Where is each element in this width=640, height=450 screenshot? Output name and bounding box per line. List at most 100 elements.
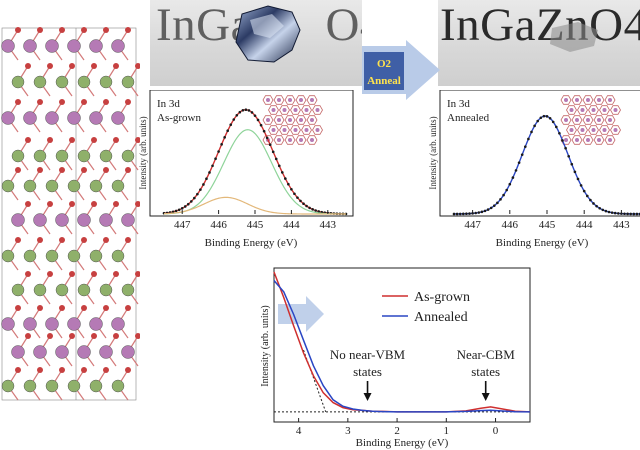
oxygen-atom bbox=[91, 333, 97, 339]
oxygen-atom bbox=[59, 27, 65, 33]
oxygen-atom bbox=[37, 167, 43, 173]
indium-atom bbox=[89, 111, 103, 125]
data-point bbox=[480, 210, 484, 214]
data-point bbox=[576, 177, 580, 181]
indium-atom bbox=[23, 39, 37, 53]
inset-ring bbox=[582, 95, 594, 105]
data-point bbox=[486, 208, 490, 211]
inset-atom bbox=[315, 128, 320, 132]
gallium-atom bbox=[111, 179, 125, 193]
oxygen-atom bbox=[47, 271, 53, 277]
indium-atom bbox=[67, 317, 81, 331]
oxygen-atom bbox=[47, 333, 53, 339]
inset-ring bbox=[571, 95, 583, 105]
chart-title-line1: In 3d bbox=[157, 98, 180, 110]
gallium-atom bbox=[77, 75, 91, 89]
inset-ring bbox=[301, 105, 312, 115]
gallium-atom bbox=[1, 179, 15, 193]
data-point bbox=[502, 193, 505, 197]
oxygen-atom bbox=[59, 305, 65, 311]
inset-atom bbox=[564, 118, 568, 122]
inset-atom bbox=[299, 118, 303, 122]
indium-atom bbox=[89, 317, 103, 331]
inset-atom bbox=[564, 98, 568, 102]
gallium-atom bbox=[121, 75, 135, 89]
oxygen-atom bbox=[81, 99, 87, 105]
inset-atom bbox=[564, 138, 568, 142]
indium-atom bbox=[77, 345, 91, 359]
data-point bbox=[458, 212, 462, 216]
inset-ring bbox=[566, 105, 577, 115]
gallium-atom bbox=[33, 283, 47, 297]
structure-inset bbox=[262, 95, 323, 145]
data-point bbox=[193, 196, 196, 200]
inset-atom bbox=[569, 108, 574, 112]
gallium-atom bbox=[77, 149, 91, 163]
indium-atom bbox=[33, 213, 47, 227]
gallium-atom bbox=[99, 75, 113, 89]
oxygen-atom bbox=[125, 27, 131, 33]
data-point bbox=[567, 154, 570, 158]
inset-ring bbox=[273, 135, 285, 145]
inset-atom bbox=[310, 98, 314, 102]
data-point bbox=[229, 123, 233, 127]
oxygen-atom bbox=[113, 63, 119, 69]
data-point bbox=[177, 208, 181, 212]
oxygen-atom bbox=[15, 367, 21, 373]
fit-main-line bbox=[163, 129, 347, 215]
data-point bbox=[489, 206, 493, 210]
oxygen-atom bbox=[103, 367, 109, 373]
data-point bbox=[483, 209, 487, 213]
data-point bbox=[250, 111, 254, 114]
oxygen-atom bbox=[69, 201, 75, 207]
data-point bbox=[474, 211, 477, 215]
gallium-atom bbox=[67, 379, 81, 393]
gallium-atom bbox=[45, 249, 59, 263]
data-point bbox=[281, 171, 284, 174]
oxygen-atom bbox=[91, 63, 97, 69]
y-axis-label: Intensity (arb. units) bbox=[260, 305, 271, 386]
inset-ring bbox=[599, 125, 610, 135]
indium-atom bbox=[89, 39, 103, 53]
inset-atom bbox=[597, 118, 601, 122]
arrow-label-anneal: Anneal bbox=[367, 75, 401, 87]
data-point bbox=[183, 205, 187, 208]
data-point bbox=[455, 212, 459, 216]
inset-atom bbox=[293, 128, 298, 132]
gallium-atom bbox=[23, 249, 37, 263]
oxygen-atom bbox=[37, 99, 43, 105]
oxygen-atom bbox=[25, 333, 31, 339]
indium-atom bbox=[23, 111, 37, 125]
data-point bbox=[589, 198, 592, 202]
data-point bbox=[171, 210, 175, 214]
data-point bbox=[604, 209, 608, 213]
inset-atom bbox=[288, 118, 292, 122]
inset-atom bbox=[282, 108, 287, 112]
inset-atom bbox=[602, 128, 607, 132]
x-tick-label: 0 bbox=[493, 425, 499, 437]
data-point bbox=[635, 212, 639, 216]
data-point bbox=[499, 198, 502, 201]
x-tick-label: 443 bbox=[613, 219, 630, 231]
x-tick-label: 444 bbox=[576, 219, 593, 231]
data-point bbox=[524, 145, 527, 148]
x-axis-label: Binding Energy (eV) bbox=[356, 437, 449, 449]
gallium-atom bbox=[33, 149, 47, 163]
legend: As-grown Annealed bbox=[382, 290, 470, 325]
data-point bbox=[493, 204, 496, 207]
chart-title-line2: As-grown bbox=[157, 112, 201, 124]
inset-ring bbox=[604, 95, 616, 105]
data-point bbox=[235, 114, 239, 117]
oxygen-atom bbox=[103, 305, 109, 311]
inset-atom bbox=[266, 98, 270, 102]
data-point bbox=[253, 114, 257, 117]
oxygen-atom bbox=[37, 27, 43, 33]
indium-atom bbox=[99, 213, 113, 227]
oxygen-atom bbox=[15, 305, 21, 311]
gallium-atom bbox=[89, 379, 103, 393]
oxygen-atom bbox=[91, 137, 97, 143]
inset-atom bbox=[608, 98, 612, 102]
inset-atom bbox=[586, 138, 590, 142]
data-point bbox=[277, 164, 281, 168]
structure-inset bbox=[560, 95, 621, 145]
